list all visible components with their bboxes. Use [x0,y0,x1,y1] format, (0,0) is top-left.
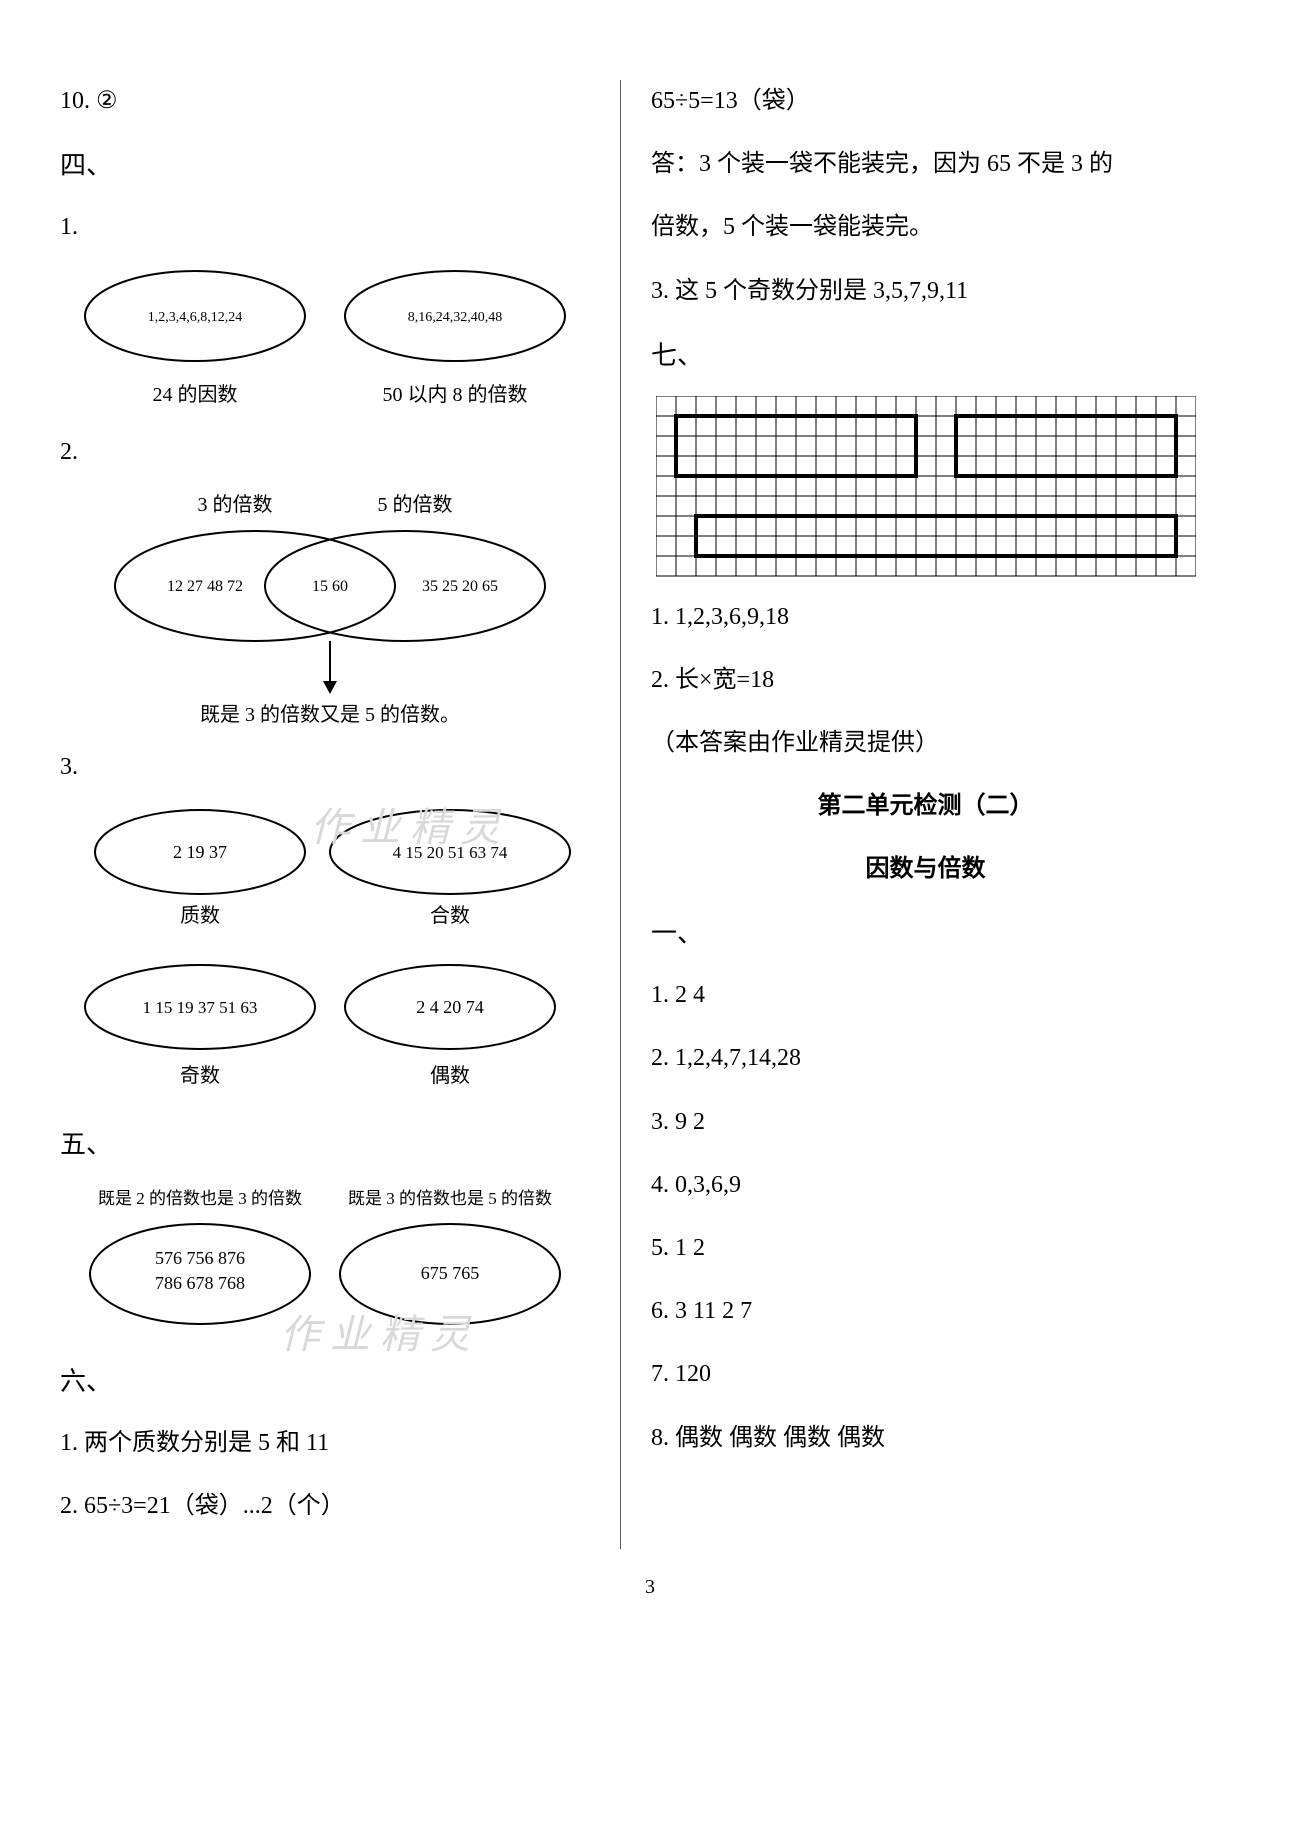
unit-title: 第二单元检测（二） [651,785,1200,828]
left-column: 10. ② 四、 1. 1,2,3,4,6,8,12,24 24 的因数 8,1… [60,80,620,1549]
page-number: 3 [60,1569,1240,1605]
q4-2-mid-text: 15 60 [312,578,348,595]
a8: 8. 偶数 偶数 偶数 偶数 [651,1417,1200,1460]
r-top1: 65÷5=13（袋） [651,80,1200,123]
rect-2 [956,416,1176,476]
r-top3: 倍数，5 个装一袋能装完。 [651,206,1200,249]
a4: 4. 0,3,6,9 [651,1164,1200,1207]
q4-2-right-text: 35 25 20 65 [422,578,498,595]
q4-3-ov1-text: 2 19 37 [173,842,227,862]
q5-ov2-text: 675 765 [421,1263,480,1283]
q4-3-ov2-text: 4 15 20 51 63 74 [393,843,508,862]
section-6: 六、 [60,1359,590,1406]
q7-2: 2. 长×宽=18 [651,659,1200,702]
q5-left-label: 既是 2 的倍数也是 3 的倍数 [98,1189,302,1208]
a3: 3. 9 2 [651,1101,1200,1144]
q5-ov1-line1: 576 756 876 [155,1248,245,1268]
a1: 1. 2 4 [651,974,1200,1017]
q4-1: 1. [60,206,590,249]
q4-1-oval2-label: 50 以内 8 的倍数 [383,383,528,406]
q4-3-ov4-text: 2 4 20 74 [416,997,484,1017]
q5-ov1-line2: 786 678 768 [155,1273,245,1293]
r3: 3. 这 5 个奇数分别是 3,5,7,9,11 [651,270,1200,313]
q4-3-ov4-label: 偶数 [430,1064,470,1087]
q4-3: 3. [60,746,590,789]
q7-grid [656,396,1196,586]
unit-subtitle: 因数与倍数 [651,848,1200,891]
q4-2-bottom: 既是 3 的倍数又是 5 的倍数。 [200,703,460,726]
a7: 7. 120 [651,1353,1200,1396]
a5: 5. 1 2 [651,1227,1200,1270]
q4-3-ov2-label: 合数 [430,904,470,927]
q10: 10. ② [60,80,590,123]
q4-1-diagram: 1,2,3,4,6,8,12,24 24 的因数 8,16,24,32,40,4… [65,261,585,421]
q4-1-oval1-label: 24 的因数 [153,383,238,406]
r-top2: 答：3 个装一袋不能装完，因为 65 不是 3 的 [651,143,1200,186]
section-7: 七、 [651,333,1200,380]
section-1: 一、 [651,911,1200,958]
q4-1-oval1-text: 1,2,3,4,6,8,12,24 [148,310,243,325]
q4-3-ov1-label: 质数 [180,904,220,927]
q4-3-ov3-label: 奇数 [180,1064,220,1087]
a6: 6. 3 11 2 7 [651,1290,1200,1333]
q7-1: 1. 1,2,3,6,9,18 [651,596,1200,639]
q4-2-left-text: 12 27 48 72 [167,578,243,595]
q6-1: 1. 两个质数分别是 5 和 11 [60,1422,590,1465]
q4-3-diagram: 2 19 37 质数 4 15 20 51 63 74 合数 1 15 19 3… [65,802,585,1112]
q6-2: 2. 65÷3=21（袋）...2（个） [60,1485,590,1528]
q4-1-oval2-text: 8,16,24,32,40,48 [408,310,503,325]
q5-right-label: 既是 3 的倍数也是 5 的倍数 [348,1189,552,1208]
q4-3-ov3-text: 1 15 19 37 51 63 [143,998,258,1017]
q4-2: 2. [60,431,590,474]
q4-2-left-label: 3 的倍数 [198,493,273,516]
q4-2-right-label: 5 的倍数 [378,493,453,516]
provider: （本答案由作业精灵提供） [651,722,1200,765]
right-column: 65÷5=13（袋） 答：3 个装一袋不能装完，因为 65 不是 3 的 倍数，… [620,80,1200,1549]
section-4: 四、 [60,143,590,190]
a2: 2. 1,2,4,7,14,28 [651,1037,1200,1080]
section-5: 五、 [60,1122,590,1169]
q5-diagram: 既是 2 的倍数也是 3 的倍数 既是 3 的倍数也是 5 的倍数 576 75… [65,1184,585,1349]
q4-2-venn: 3 的倍数 5 的倍数 12 27 48 72 15 60 35 25 20 6… [65,486,585,736]
